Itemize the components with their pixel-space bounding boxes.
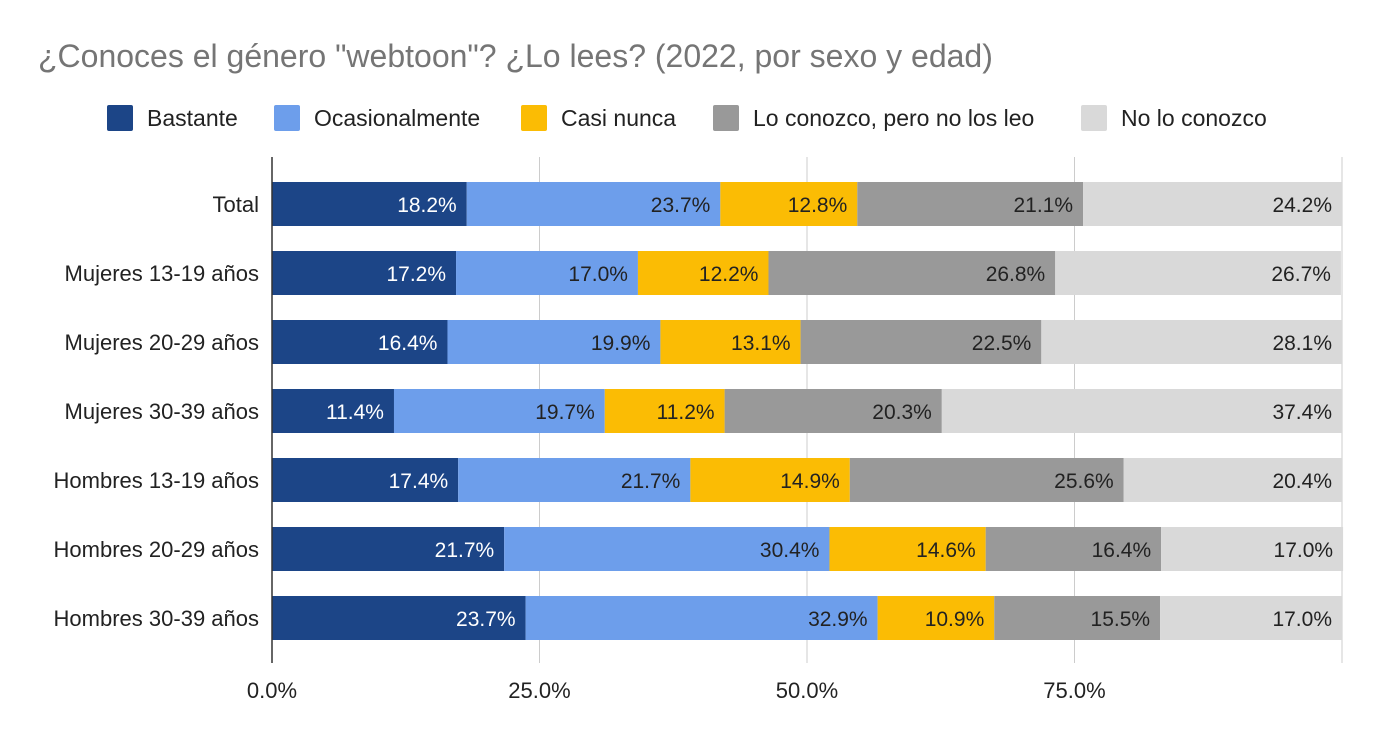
- data-label: 13.1%: [731, 332, 791, 355]
- data-label: 16.4%: [1092, 539, 1152, 562]
- data-label: 15.5%: [1091, 608, 1151, 631]
- data-label: 21.1%: [1014, 194, 1074, 217]
- bar-segment: [720, 182, 858, 226]
- data-label: 20.4%: [1272, 470, 1332, 493]
- category-label: Mujeres 30-39 años: [65, 399, 259, 424]
- data-label: 28.1%: [1272, 332, 1332, 355]
- bar-segment: [857, 182, 1084, 226]
- data-label: 17.0%: [1272, 608, 1332, 631]
- data-label: 11.2%: [657, 401, 715, 424]
- category-label: Total: [213, 192, 259, 217]
- bar-segment: [829, 527, 986, 571]
- data-label: 11.4%: [326, 401, 384, 424]
- bar-segment: [604, 389, 725, 433]
- data-label: 14.6%: [916, 539, 976, 562]
- x-tick-label: 50.0%: [776, 678, 838, 703]
- data-label: 37.4%: [1272, 401, 1332, 424]
- data-label: 26.7%: [1271, 263, 1331, 286]
- bar-segment: [1161, 527, 1344, 571]
- legend-item: Casi nunca: [521, 101, 676, 135]
- data-label: 10.9%: [925, 608, 985, 631]
- bar-segment: [272, 389, 394, 433]
- category-label: Mujeres 20-29 años: [65, 330, 259, 355]
- data-label: 23.7%: [456, 608, 516, 631]
- data-label: 26.8%: [986, 263, 1046, 286]
- legend-label: Ocasionalmente: [314, 104, 481, 131]
- x-tick-label: 0.0%: [247, 678, 297, 703]
- category-label: Hombres 30-39 años: [54, 606, 259, 631]
- bar-segment: [1041, 320, 1342, 364]
- legend-item: Ocasionalmente: [274, 101, 480, 135]
- data-label: 32.9%: [808, 608, 868, 631]
- bar-segment: [272, 596, 526, 640]
- bar-segment: [272, 182, 467, 226]
- x-tick-label: 25.0%: [508, 678, 570, 703]
- bar-segment: [272, 251, 457, 295]
- legend-item: Lo conozco, pero no los leo: [713, 101, 1034, 135]
- bar-segment: [690, 458, 850, 502]
- x-tick-label: 75.0%: [1043, 678, 1105, 703]
- legend-swatch: [713, 105, 739, 131]
- bar-segment: [272, 320, 448, 364]
- legend-label: Bastante: [147, 104, 238, 131]
- data-label: 20.3%: [872, 401, 932, 424]
- bar-segment: [637, 251, 769, 295]
- bar-segment: [1055, 251, 1341, 295]
- data-label: 18.2%: [397, 194, 457, 217]
- data-label: 17.4%: [389, 470, 449, 493]
- data-label: 21.7%: [621, 470, 681, 493]
- bar-segment: [877, 596, 995, 640]
- bar-segment: [504, 527, 830, 571]
- data-label: 17.0%: [1274, 539, 1334, 562]
- data-label: 24.2%: [1272, 194, 1332, 217]
- data-label: 22.5%: [972, 332, 1032, 355]
- bar-segment: [1083, 182, 1342, 226]
- bar-segment: [985, 527, 1162, 571]
- legend-label: No lo conozco: [1121, 104, 1267, 131]
- data-label: 25.6%: [1054, 470, 1114, 493]
- legend-swatch: [274, 105, 300, 131]
- legend-label: Casi nunca: [561, 104, 677, 131]
- bar-segment: [525, 596, 878, 640]
- bar-segment: [768, 251, 1056, 295]
- legend-swatch: [107, 105, 133, 131]
- bar-segment: [1123, 458, 1342, 502]
- data-label: 12.8%: [788, 194, 848, 217]
- legend-swatch: [1081, 105, 1107, 131]
- bar-segment: [393, 389, 605, 433]
- data-label: 30.4%: [760, 539, 820, 562]
- bar-segment: [458, 458, 691, 502]
- bar-segment: [724, 389, 942, 433]
- chart-title: ¿Conoces el género "webtoon"? ¿Lo lees? …: [38, 38, 993, 74]
- category-label: Hombres 13-19 años: [54, 468, 259, 493]
- bar-segment: [447, 320, 661, 364]
- data-label: 19.9%: [591, 332, 651, 355]
- data-label: 17.2%: [386, 263, 446, 286]
- data-label: 14.9%: [780, 470, 840, 493]
- data-label: 21.7%: [435, 539, 495, 562]
- bar-segment: [849, 458, 1124, 502]
- bar-segment: [800, 320, 1042, 364]
- category-label: Mujeres 13-19 años: [65, 261, 259, 286]
- bar-segment: [272, 458, 459, 502]
- data-label: 17.0%: [568, 263, 628, 286]
- bar-segment: [272, 527, 505, 571]
- legend-label: Lo conozco, pero no los leo: [753, 104, 1035, 131]
- data-label: 12.2%: [699, 263, 759, 286]
- category-label: Hombres 20-29 años: [54, 537, 259, 562]
- data-label: 19.7%: [535, 401, 595, 424]
- legend-item: No lo conozco: [1081, 101, 1267, 135]
- data-label: 16.4%: [378, 332, 438, 355]
- data-label: 23.7%: [651, 194, 711, 217]
- bar-segment: [660, 320, 801, 364]
- legend-item: Bastante: [107, 101, 238, 135]
- bar-segment: [994, 596, 1161, 640]
- bar-segment: [466, 182, 721, 226]
- bar-segment: [941, 389, 1342, 433]
- bar-segment: [456, 251, 638, 295]
- bar-segment: [1160, 596, 1342, 640]
- chart-legend: Bastante Ocasionalmente Casi nunca Lo conoz…: [0, 101, 1380, 135]
- legend-swatch: [521, 105, 547, 131]
